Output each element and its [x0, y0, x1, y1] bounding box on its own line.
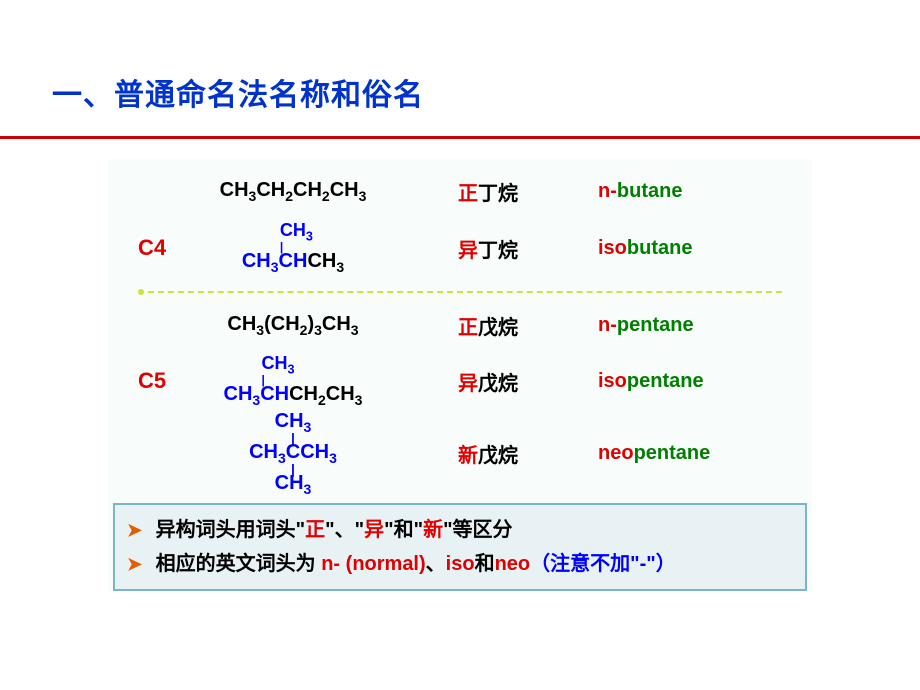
- content-box: CH3CH2CH2CH3 正丁烷 n-butane C4 CH3 | CH3CH…: [108, 159, 812, 591]
- en-isobutane: isobutane: [598, 237, 798, 260]
- note-line-2: ➤ 相应的英文词头为 n- (normal)、iso和neo（注意不加"-"）: [127, 547, 793, 581]
- formula-isopentane: CH3 | CH3CHCH2CH3: [168, 354, 418, 409]
- row-isobutane: C4 CH3 | CH3CHCH3 异丁烷 isobutane: [108, 213, 812, 283]
- row-neopentane: CH3 | CH3CCH3 | CH3 新戊烷 neopentane: [108, 413, 812, 493]
- row-npentane: CH3(CH2)3CH3 正戊烷 n-pentane: [108, 301, 812, 349]
- bullet-icon: ➤: [127, 554, 142, 574]
- row-nbutane: CH3CH2CH2CH3 正丁烷 n-butane: [108, 169, 812, 213]
- group-c5: C5: [108, 368, 168, 394]
- formula-nbutane: CH3CH2CH2CH3: [168, 179, 418, 204]
- note-box: ➤ 异构词头用词头"正"、"异"和"新"等区分 ➤ 相应的英文词头为 n- (n…: [113, 503, 807, 591]
- cn-isobutane: 异丁烷: [418, 234, 598, 263]
- cn-isopentane: 异戊烷: [418, 367, 598, 396]
- header: 一、普通命名法名称和俗名: [0, 0, 920, 114]
- cn-nbutane: 正丁烷: [418, 177, 598, 206]
- en-nbutane: n-butane: [598, 180, 798, 203]
- note-line-1: ➤ 异构词头用词头"正"、"异"和"新"等区分: [127, 513, 793, 547]
- group-c4: C4: [108, 235, 168, 261]
- en-isopentane: isopentane: [598, 370, 798, 393]
- divider-dash: [138, 291, 782, 293]
- page-title: 一、普通命名法名称和俗名: [52, 70, 920, 114]
- divider-red: [0, 136, 920, 139]
- cn-neopentane: 新戊烷: [418, 439, 598, 468]
- row-isopentane: C5 CH3 | CH3CHCH2CH3 异戊烷 isopentane: [108, 349, 812, 413]
- en-npentane: n-pentane: [598, 314, 798, 337]
- formula-isobutane: CH3 | CH3CHCH3: [168, 221, 418, 276]
- bullet-icon: ➤: [127, 520, 142, 540]
- en-neopentane: neopentane: [598, 442, 798, 465]
- cn-npentane: 正戊烷: [418, 311, 598, 340]
- formula-neopentane: CH3 | CH3CCH3 | CH3: [168, 411, 418, 496]
- formula-npentane: CH3(CH2)3CH3: [168, 313, 418, 338]
